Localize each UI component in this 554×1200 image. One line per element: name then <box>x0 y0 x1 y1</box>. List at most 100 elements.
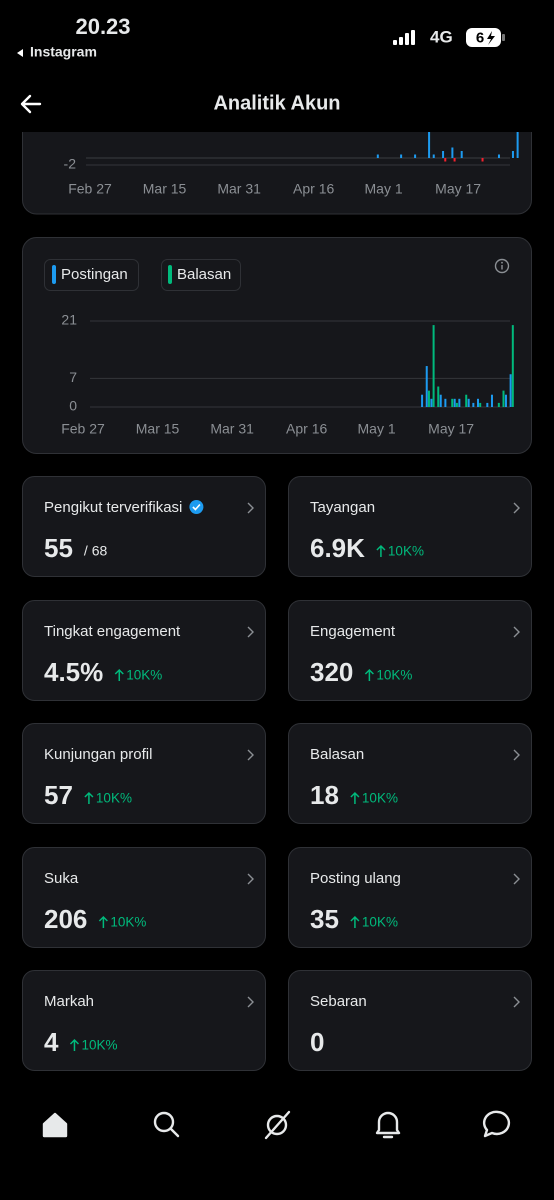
up-arrow <box>376 544 386 557</box>
metric-label: Markah <box>44 993 94 1010</box>
bar <box>451 147 454 158</box>
metric-total: / 68 <box>84 543 108 559</box>
header: 20.23 Instagram 4G 6 Analitik Akun <box>0 0 554 132</box>
metric-card[interactable] <box>22 970 266 1071</box>
x-tick-label: Mar 15 <box>143 181 187 197</box>
verified-check <box>192 503 201 511</box>
bar <box>421 394 424 407</box>
up-arrow <box>350 915 360 928</box>
metric-label: Balasan <box>310 746 364 763</box>
bar <box>376 154 379 158</box>
chart-card <box>22 237 532 454</box>
clock: 20.23 <box>75 14 130 39</box>
up-arrow <box>364 668 374 681</box>
legend-swatch <box>168 265 172 284</box>
y-tick-label: 0 <box>69 398 77 414</box>
bar <box>477 398 479 407</box>
nav-messages[interactable] <box>482 1110 511 1138</box>
bar <box>428 130 431 158</box>
verified-badge <box>189 500 204 514</box>
metric-card[interactable] <box>288 476 532 577</box>
chevron <box>513 749 520 761</box>
metric-card[interactable] <box>22 723 266 824</box>
nav-grok[interactable] <box>264 1110 291 1140</box>
bar <box>430 398 433 407</box>
x-tick-label: Apr 16 <box>293 181 334 197</box>
bar <box>400 154 403 158</box>
metric-value: 18 <box>310 780 339 810</box>
metric-change: 10K% <box>96 791 132 806</box>
metric-label: Sebaran <box>310 993 367 1010</box>
legend-box <box>161 259 241 291</box>
metric-label: Tayangan <box>310 499 375 516</box>
metric-change: 10K% <box>110 915 146 930</box>
chevron <box>513 626 520 638</box>
metric-value: 4 <box>44 1027 59 1057</box>
metric-card[interactable] <box>288 723 532 824</box>
bar <box>516 130 519 158</box>
metric-label: Engagement <box>310 623 396 640</box>
x-tick-label: Mar 15 <box>136 421 180 437</box>
metric-card[interactable] <box>288 600 532 701</box>
bottom-nav <box>42 1110 511 1140</box>
metric-card[interactable] <box>22 600 266 701</box>
metric-value: 6.9K <box>310 533 365 563</box>
up-arrow <box>114 668 124 681</box>
nav-notifications[interactable] <box>375 1111 401 1139</box>
bar <box>444 398 447 407</box>
metric-value: 55 <box>44 533 73 563</box>
back-button[interactable] <box>20 94 42 114</box>
signal-icon <box>393 30 415 45</box>
metric-value: 35 <box>310 904 339 934</box>
up-arrow <box>350 791 360 804</box>
x-tick-label: Mar 31 <box>210 421 254 437</box>
metric-card[interactable] <box>288 970 532 1071</box>
x-tick-label: May 17 <box>435 181 481 197</box>
bottom-chart: 0 7 21 Feb 27 Mar 15 Mar 31 Apr 16 May 1 May 17 P… <box>22 237 532 454</box>
metric-card[interactable] <box>22 476 266 577</box>
chevron <box>247 873 254 885</box>
metric-value: 4.5% <box>44 657 103 687</box>
y-tick-label: 7 <box>69 369 77 385</box>
bar <box>460 151 463 158</box>
bar <box>439 394 442 407</box>
x-tick-label: May 1 <box>365 181 403 197</box>
metric-label: Suka <box>44 870 79 887</box>
bar <box>497 402 500 407</box>
network: 4G <box>430 27 453 46</box>
legend-label: Postingan <box>61 266 128 283</box>
chevron <box>513 502 520 514</box>
bar <box>432 154 435 158</box>
bar <box>465 394 468 407</box>
nav-home[interactable] <box>42 1112 68 1138</box>
charging-icon <box>487 31 495 45</box>
metric-change: 10K% <box>126 668 162 683</box>
x-tick-label: Feb 27 <box>68 181 112 197</box>
header-bg <box>0 0 554 132</box>
battery-tip <box>502 34 505 41</box>
bar <box>504 394 507 407</box>
page-title: Analitik Akun <box>213 92 340 114</box>
bar <box>451 398 454 407</box>
up-arrow <box>69 1038 79 1051</box>
metric-card[interactable] <box>22 847 266 948</box>
bar <box>425 366 428 407</box>
legend-swatch <box>52 265 56 284</box>
metrics: Pengikut terverifikasi 55 / 68 Tayangan 6.9K… <box>22 476 532 1071</box>
metric-label: Kunjungan profil <box>44 746 152 763</box>
metric-change: 10K% <box>388 544 424 559</box>
metric-change: 10K% <box>376 668 412 683</box>
bar <box>442 151 445 158</box>
metric-card[interactable] <box>288 847 532 948</box>
metric-change: 10K% <box>81 1038 117 1053</box>
metric-label: Tingkat engagement <box>44 623 181 640</box>
up-arrow <box>84 791 94 804</box>
bar <box>467 398 470 407</box>
metric-change: 10K% <box>362 791 398 806</box>
back-app[interactable]: Instagram <box>30 44 97 60</box>
nav-search[interactable] <box>153 1111 180 1138</box>
bar <box>432 325 435 407</box>
back-app-icon <box>17 49 23 57</box>
info-icon[interactable] <box>494 258 510 274</box>
